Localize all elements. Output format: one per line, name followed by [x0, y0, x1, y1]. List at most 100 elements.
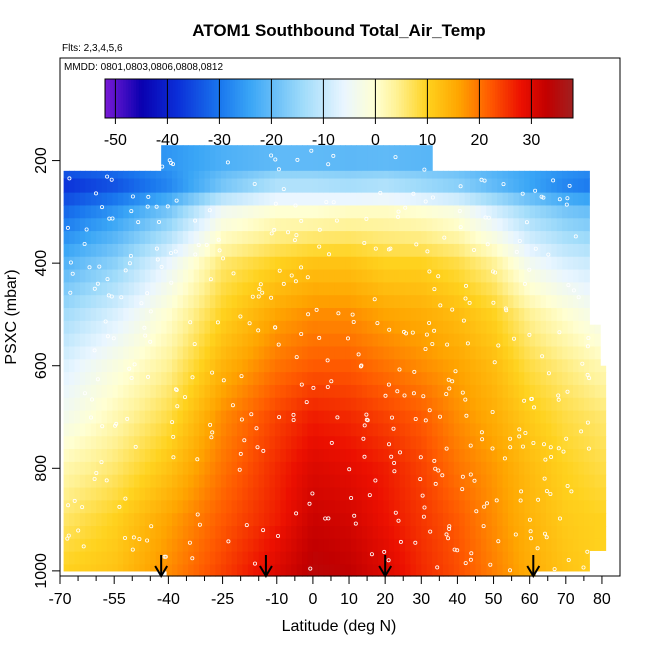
heatmap-cell [85, 474, 92, 489]
heatmap-cell [545, 474, 552, 489]
heatmap-cell [367, 436, 374, 450]
heatmap-cell [540, 256, 547, 271]
heatmap-cell [388, 449, 395, 463]
colorbar-swatch [203, 79, 207, 118]
heatmap-cell [220, 487, 227, 501]
heatmap-cell [63, 346, 70, 360]
heatmap-cell [524, 372, 531, 386]
colorbar-swatch [287, 79, 291, 118]
heatmap-cell [502, 359, 509, 373]
heatmap-cell [551, 551, 558, 566]
observation-point [464, 413, 469, 418]
heatmap-cell [350, 564, 357, 577]
colorbar-swatch [123, 79, 127, 118]
heatmap-cell [220, 295, 227, 309]
heatmap-cell [421, 178, 428, 194]
heatmap-cell [79, 170, 86, 180]
heatmap-cell [480, 474, 487, 489]
heatmap-cell [459, 231, 466, 245]
observation-point [564, 202, 569, 207]
heatmap-cell [63, 359, 70, 373]
heatmap-cell [85, 397, 92, 412]
heatmap-cell [372, 474, 379, 489]
heatmap-cell [188, 474, 195, 489]
heatmap-cell [502, 513, 509, 527]
heatmap-cell [134, 500, 141, 514]
heatmap-cell [345, 145, 352, 172]
heatmap-cell [562, 500, 569, 514]
heatmap-cell [502, 526, 509, 540]
heatmap-cell [242, 384, 249, 399]
heatmap-cell [535, 410, 542, 425]
observation-point [272, 227, 277, 232]
heatmap-cell [269, 500, 276, 514]
heatmap-cell [144, 359, 151, 373]
heatmap-cell [155, 500, 162, 514]
heatmap-cell [388, 320, 395, 335]
heatmap-cell [112, 282, 119, 296]
heatmap-cell [128, 170, 135, 180]
heatmap-cell [361, 397, 368, 412]
heatmap-cell [405, 487, 412, 501]
heatmap-cell [302, 269, 309, 283]
heatmap-cell [63, 538, 70, 553]
heatmap-cell [453, 256, 460, 271]
heatmap-cell [312, 170, 319, 180]
heatmap-cell [199, 145, 206, 172]
heatmap-cell [518, 243, 525, 258]
heatmap-cell [296, 487, 303, 501]
heatmap-cell [274, 320, 281, 335]
heatmap-cell [405, 397, 412, 412]
heatmap-cell [480, 333, 487, 348]
observation-point [518, 498, 523, 503]
colorbar-swatch [206, 79, 210, 118]
heatmap-cell [513, 410, 520, 425]
heatmap-cell [529, 269, 536, 283]
heatmap-cell [399, 308, 406, 322]
observation-point [84, 227, 89, 232]
heatmap-cell [96, 243, 103, 258]
heatmap-cell [199, 256, 206, 271]
heatmap-cell [280, 397, 287, 412]
heatmap-cell [573, 372, 580, 386]
heatmap-cell [296, 295, 303, 309]
colorbar-swatch [188, 79, 192, 118]
observation-point [414, 242, 419, 247]
heatmap-cell [508, 218, 515, 232]
heatmap-cell [63, 423, 70, 437]
heatmap-cell [215, 178, 222, 194]
heatmap-cell [497, 320, 504, 335]
heatmap-cell [497, 526, 504, 540]
heatmap-cell [524, 256, 531, 271]
heatmap-cell [172, 346, 179, 360]
heatmap-cell [258, 513, 265, 527]
heatmap-cell [437, 333, 444, 348]
heatmap-cell [421, 231, 428, 245]
colorbar-swatch [307, 79, 311, 118]
heatmap-cell [280, 500, 287, 514]
heatmap-cell [383, 282, 390, 296]
heatmap-cell [182, 295, 189, 309]
heatmap-cell [264, 526, 271, 540]
heatmap-cell [69, 487, 76, 501]
heatmap-cell [377, 231, 384, 245]
heatmap-cell [172, 500, 179, 514]
heatmap-cell [253, 256, 260, 271]
heatmap-cell [350, 295, 357, 309]
observation-point [237, 467, 242, 472]
heatmap-cell [237, 205, 244, 219]
heatmap-cell [464, 526, 471, 540]
heatmap-cell [307, 372, 314, 386]
heatmap-cell [600, 449, 607, 463]
observation-point [463, 397, 468, 402]
heatmap-cell [535, 397, 542, 412]
heatmap-cell [518, 500, 525, 514]
observation-point [458, 184, 463, 189]
heatmap-cell [323, 423, 330, 437]
heatmap-cell [307, 359, 314, 373]
heatmap-cell [399, 436, 406, 450]
heatmap-cell [199, 538, 206, 553]
heatmap-cell [535, 474, 542, 489]
heatmap-cell [177, 333, 184, 348]
heatmap-cell [112, 487, 119, 501]
